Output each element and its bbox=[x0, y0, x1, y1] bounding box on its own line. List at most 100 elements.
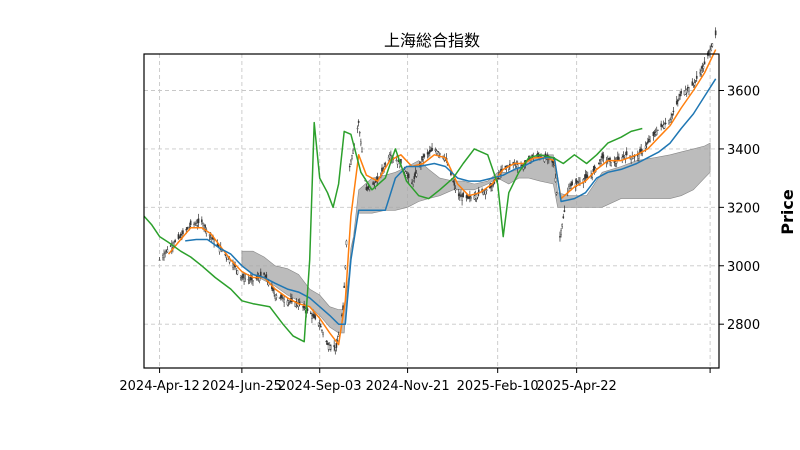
candle-body bbox=[559, 236, 561, 238]
y-tick-label: 2800 bbox=[727, 318, 760, 333]
candle-body bbox=[645, 143, 648, 145]
candle-body bbox=[598, 162, 600, 164]
candle-body bbox=[322, 332, 324, 335]
candle-body bbox=[693, 82, 696, 86]
x-tick-label: 2024-Jun-25 bbox=[202, 379, 282, 394]
candle-body bbox=[702, 66, 705, 69]
candle-body bbox=[174, 240, 176, 243]
candle-body bbox=[311, 314, 313, 319]
candle-body bbox=[571, 181, 573, 186]
candle-body bbox=[177, 234, 180, 239]
y-axis: 2800 3000 3200 3400 3600 bbox=[719, 85, 760, 333]
x-tick-label: 2024-Nov-21 bbox=[366, 379, 450, 394]
candle-body bbox=[412, 181, 414, 185]
candle-body bbox=[294, 302, 297, 307]
candle-body bbox=[610, 162, 612, 167]
chart-title: 上海総合指数 bbox=[384, 31, 480, 50]
candle-body bbox=[281, 294, 283, 299]
candle-body bbox=[685, 89, 688, 94]
candle-body bbox=[326, 343, 329, 345]
candle-body bbox=[592, 169, 595, 172]
cloud-layer bbox=[241, 142, 711, 334]
candle-body bbox=[164, 252, 166, 254]
candle-body bbox=[242, 273, 244, 278]
candle-body bbox=[569, 186, 571, 189]
chikou-line bbox=[143, 121, 643, 343]
candle-body bbox=[485, 189, 488, 192]
x-tick-label: 2025-Apr-22 bbox=[536, 379, 616, 394]
candle-body bbox=[575, 179, 578, 184]
candle-body bbox=[672, 110, 675, 113]
candle-body bbox=[336, 340, 339, 342]
candle-body bbox=[470, 197, 472, 199]
candle-body bbox=[695, 75, 698, 79]
candle-body bbox=[649, 139, 651, 142]
candle-body bbox=[387, 156, 390, 161]
candle-body bbox=[678, 98, 680, 100]
candle-body bbox=[252, 280, 254, 282]
candle-body bbox=[563, 210, 566, 212]
candle-body bbox=[691, 81, 694, 86]
candle-body bbox=[680, 90, 682, 94]
ichimoku-cloud bbox=[241, 142, 711, 334]
candle-body bbox=[335, 343, 338, 348]
candle-body bbox=[423, 154, 426, 158]
candle-body bbox=[166, 249, 169, 253]
candle-body bbox=[655, 131, 658, 135]
candle-body bbox=[236, 270, 239, 275]
candle-body bbox=[711, 43, 714, 47]
candle-body bbox=[188, 225, 191, 228]
candle-body bbox=[395, 159, 398, 162]
candle-body bbox=[275, 295, 278, 298]
y-tick-label: 3400 bbox=[727, 143, 760, 158]
candle-body bbox=[669, 119, 671, 123]
candle-body bbox=[407, 173, 410, 179]
candle-body bbox=[178, 237, 181, 239]
candle-body bbox=[670, 116, 672, 121]
plot-frame bbox=[143, 53, 720, 369]
candle-body bbox=[476, 193, 479, 198]
candle-body bbox=[278, 296, 281, 299]
candle-body bbox=[585, 174, 588, 178]
candle-body bbox=[201, 219, 203, 223]
candle-body bbox=[208, 234, 211, 236]
candle-body bbox=[196, 222, 199, 226]
candle-body bbox=[187, 227, 190, 229]
candle-body bbox=[333, 345, 335, 348]
candle-body bbox=[484, 189, 487, 195]
candle-body bbox=[272, 287, 274, 292]
candle-body bbox=[314, 315, 317, 320]
indicator-lines bbox=[143, 49, 717, 346]
candle-body bbox=[415, 173, 418, 177]
candle-body bbox=[638, 154, 640, 159]
candle-body bbox=[259, 271, 262, 277]
candle-body bbox=[644, 145, 647, 149]
candle-body bbox=[618, 157, 620, 160]
y-tick-label: 3000 bbox=[727, 260, 760, 275]
candle-body bbox=[337, 334, 340, 337]
candle-body bbox=[491, 186, 493, 191]
candle-body bbox=[583, 178, 586, 180]
candle-body bbox=[461, 196, 463, 201]
candle-body bbox=[679, 94, 681, 97]
candle-body bbox=[427, 152, 430, 154]
candle-body bbox=[454, 188, 457, 191]
candle-body bbox=[351, 155, 353, 159]
candle-body bbox=[243, 277, 245, 282]
candle-body bbox=[413, 176, 416, 179]
candle-body bbox=[204, 225, 206, 228]
x-tick-label: 2024-Sep-03 bbox=[278, 379, 362, 394]
candle-body bbox=[647, 141, 649, 144]
tenkan-line bbox=[167, 49, 717, 346]
candle-body bbox=[344, 265, 347, 269]
candle-body bbox=[320, 325, 322, 328]
candle-body bbox=[358, 132, 361, 134]
candle-body bbox=[321, 329, 323, 332]
candle-body bbox=[334, 346, 337, 351]
candle-body bbox=[492, 184, 495, 186]
candle-body bbox=[182, 230, 184, 235]
candle-body bbox=[694, 80, 697, 82]
candle-body bbox=[343, 285, 345, 288]
